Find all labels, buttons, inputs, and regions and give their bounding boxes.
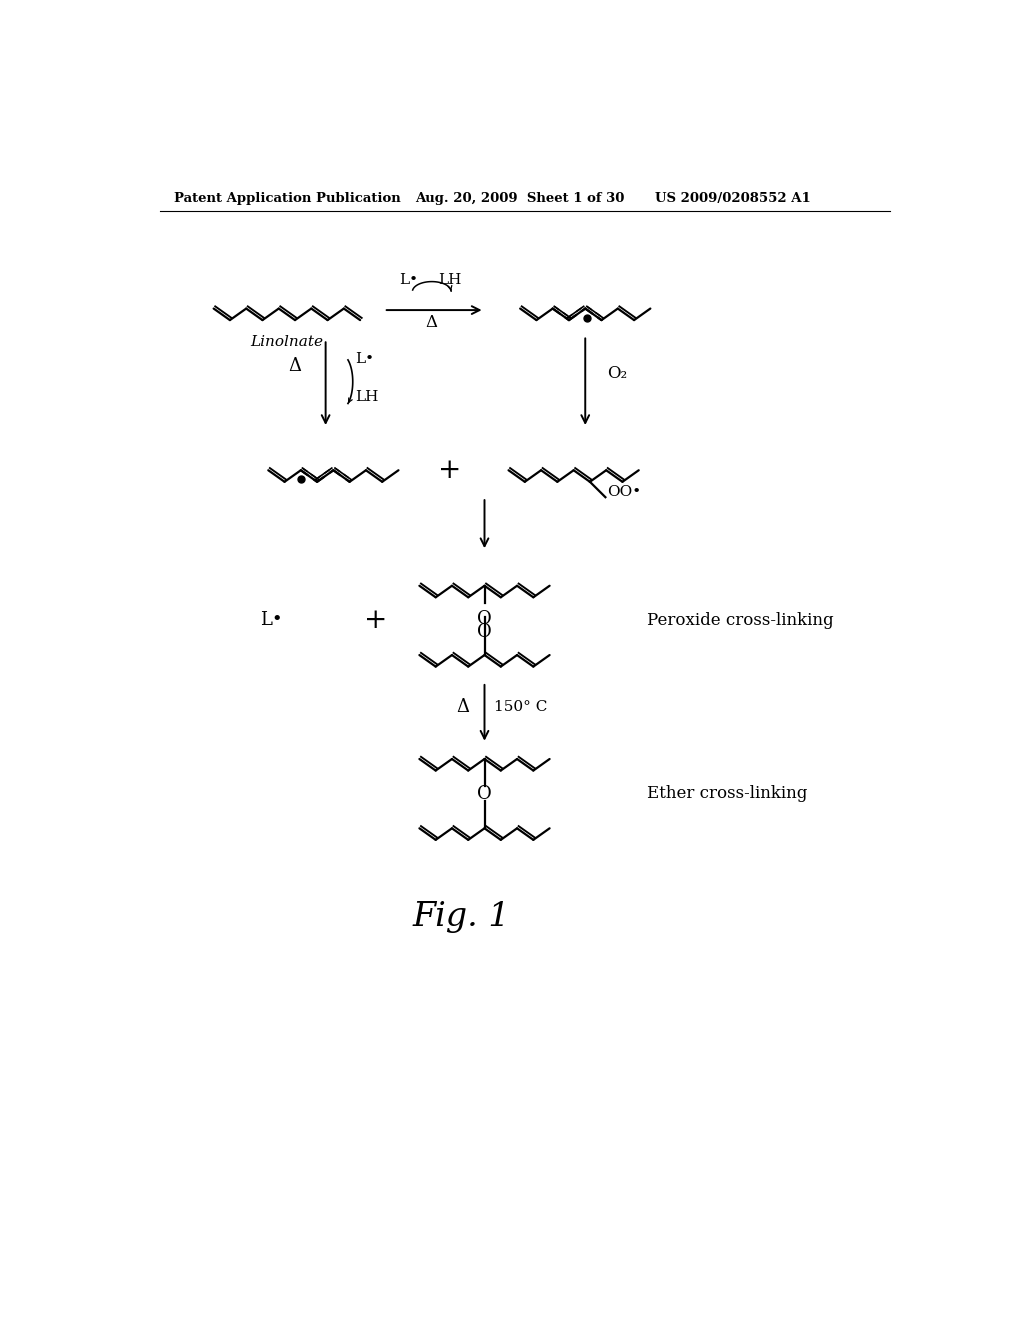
Text: Linolnate: Linolnate <box>251 335 324 350</box>
Text: LH: LH <box>438 273 462 286</box>
Text: O₂: O₂ <box>607 366 627 383</box>
Text: 150° C: 150° C <box>494 701 547 714</box>
Text: L•: L• <box>355 351 374 366</box>
Text: +: + <box>438 457 462 483</box>
Text: O: O <box>477 610 492 627</box>
Text: Patent Application Publication: Patent Application Publication <box>174 191 401 205</box>
Text: L•: L• <box>260 611 283 630</box>
Text: Δ: Δ <box>288 358 301 375</box>
Text: O: O <box>477 784 492 803</box>
Text: Fig. 1: Fig. 1 <box>413 900 510 933</box>
Text: O: O <box>477 623 492 642</box>
Text: Δ: Δ <box>426 314 438 331</box>
Text: Ether cross-linking: Ether cross-linking <box>647 785 808 803</box>
Text: LH: LH <box>355 391 379 404</box>
Text: Δ: Δ <box>457 698 469 717</box>
Text: Aug. 20, 2009  Sheet 1 of 30: Aug. 20, 2009 Sheet 1 of 30 <box>415 191 624 205</box>
Text: OO•: OO• <box>607 484 641 499</box>
Text: US 2009/0208552 A1: US 2009/0208552 A1 <box>655 191 811 205</box>
Text: Peroxide cross-linking: Peroxide cross-linking <box>647 612 834 628</box>
Text: L•: L• <box>399 273 419 286</box>
Text: +: + <box>365 607 388 634</box>
